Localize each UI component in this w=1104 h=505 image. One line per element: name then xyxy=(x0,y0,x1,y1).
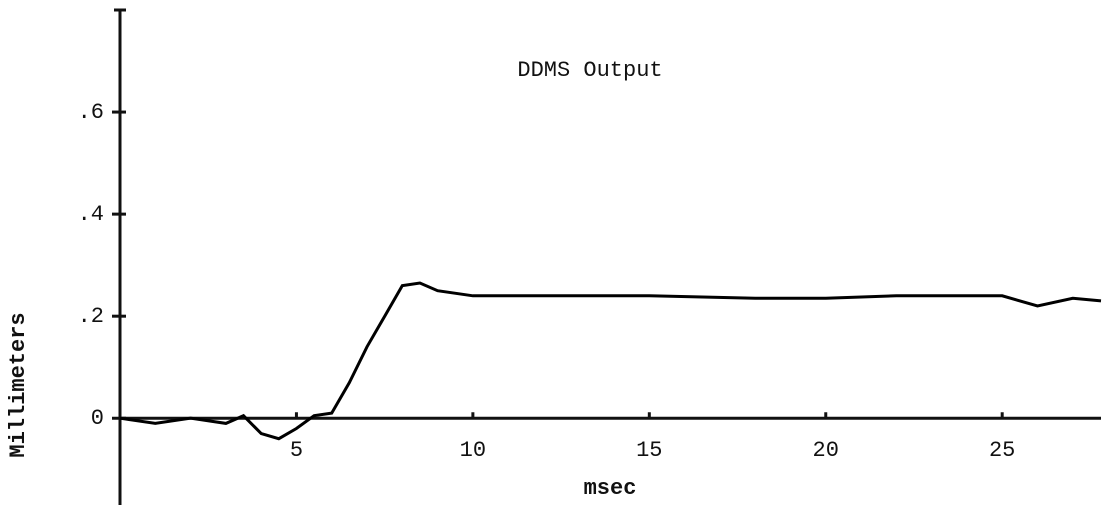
x-tick-label: 15 xyxy=(636,438,662,463)
x-tick-label: 10 xyxy=(460,438,486,463)
x-tick-label: 5 xyxy=(290,438,303,463)
y-tick-label: .2 xyxy=(78,304,104,329)
x-axis-label: msec xyxy=(584,476,637,501)
data-line xyxy=(119,281,1102,441)
y-axis-label: Millimeters xyxy=(6,312,31,457)
x-tick-label: 20 xyxy=(813,438,839,463)
chart-title: DDMS Output xyxy=(517,58,662,83)
y-tick-label: 0 xyxy=(91,406,104,431)
y-tick-label: .6 xyxy=(78,100,104,125)
y-tick-label: .4 xyxy=(78,202,104,227)
x-tick-label: 25 xyxy=(989,438,1015,463)
